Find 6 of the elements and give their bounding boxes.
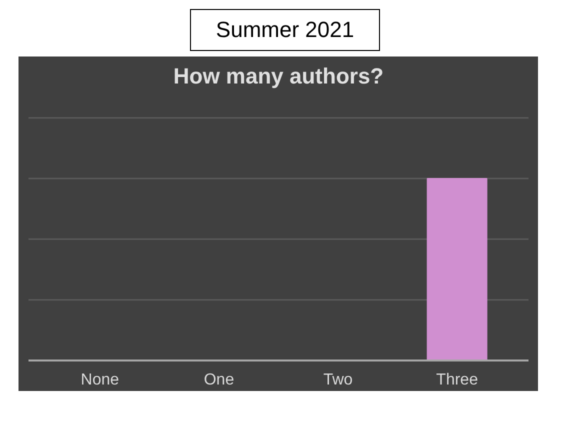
x-tick-label: One: [204, 372, 234, 388]
chart-title: How many authors?: [173, 64, 384, 88]
text: Summer 2021: [216, 16, 354, 44]
x-tick-label: Three: [436, 372, 478, 388]
x-tick-label: None: [80, 372, 120, 388]
x-tick-label: Two: [323, 372, 353, 388]
